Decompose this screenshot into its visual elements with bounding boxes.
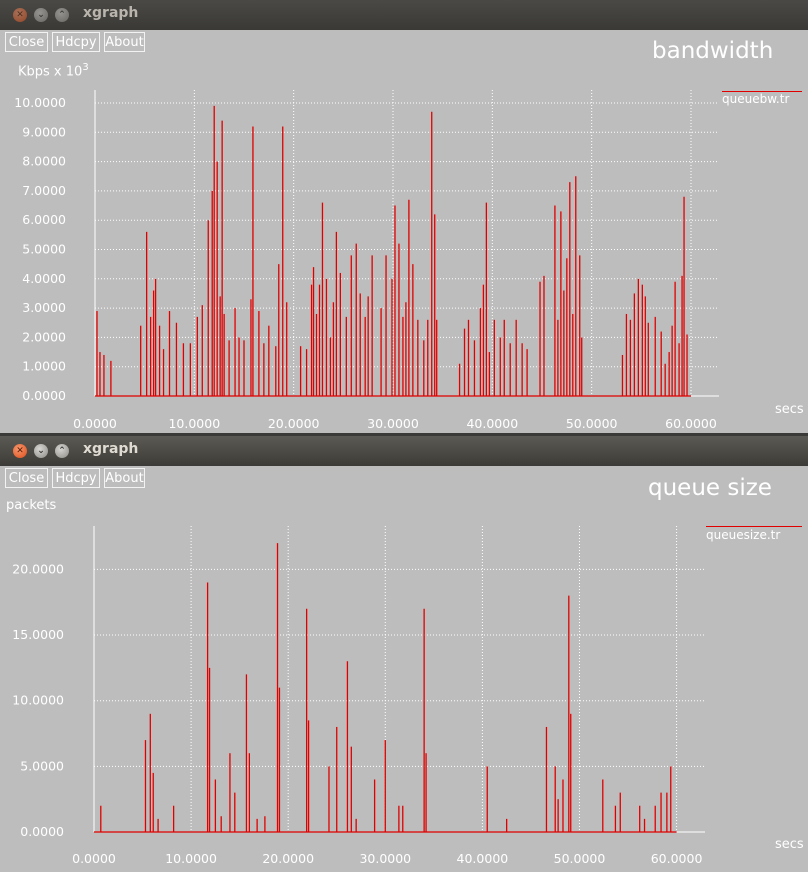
minimize-window-icon[interactable]: ⌄ xyxy=(34,444,48,458)
y-tick-label: 0.0000 xyxy=(22,388,66,403)
maximize-window-icon[interactable]: ⌃ xyxy=(55,444,69,458)
y-tick-label: 5.0000 xyxy=(22,242,66,257)
title-bar[interactable]: ✕ ⌄ ⌃ xgraph xyxy=(0,436,808,466)
xgraph-window-bandwidth: ✕ ⌄ ⌃ xgraph Close Hdcpy About bandwidth… xyxy=(0,0,808,433)
close-window-icon[interactable]: ✕ xyxy=(13,8,27,22)
y-tick-label: 9.0000 xyxy=(22,124,66,139)
x-axis-unit-label: secs xyxy=(775,402,804,417)
y-tick-label: 5.0000 xyxy=(20,758,64,773)
minimize-window-icon[interactable]: ⌄ xyxy=(34,8,48,22)
x-tick-label: 30.0000 xyxy=(367,416,419,431)
x-tick-label: 20.0000 xyxy=(262,851,314,866)
title-bar[interactable]: ✕ ⌄ ⌃ xgraph xyxy=(0,0,808,30)
y-axis-unit-label: packets xyxy=(6,498,57,513)
hdcpy-button[interactable]: Hdcpy xyxy=(52,32,100,52)
legend-line xyxy=(706,526,802,527)
y-unit-exponent: 3 xyxy=(82,62,89,73)
x-tick-label: 20.0000 xyxy=(268,416,320,431)
x-tick-label: 60.0000 xyxy=(665,416,717,431)
close-window-icon[interactable]: ✕ xyxy=(13,444,27,458)
x-tick-label: 60.0000 xyxy=(651,851,703,866)
about-button[interactable]: About xyxy=(104,468,145,488)
y-tick-label: 0.0000 xyxy=(20,824,64,839)
plot-title: bandwidth xyxy=(652,38,774,64)
x-tick-label: 50.0000 xyxy=(554,851,606,866)
x-tick-label: 0.0000 xyxy=(72,851,116,866)
window-title: xgraph xyxy=(83,441,139,457)
y-tick-label: 15.0000 xyxy=(12,627,64,642)
y-tick-label: 6.0000 xyxy=(22,212,66,227)
y-tick-label: 7.0000 xyxy=(22,183,66,198)
y-tick-label: 8.0000 xyxy=(22,154,66,169)
legend-line xyxy=(722,91,802,92)
maximize-window-icon[interactable]: ⌃ xyxy=(55,8,69,22)
y-unit-text: Kbps x 10 xyxy=(18,64,83,80)
close-button[interactable]: Close xyxy=(5,468,48,488)
window-title: xgraph xyxy=(83,5,139,21)
y-tick-label: 10.0000 xyxy=(12,693,64,708)
hdcpy-button[interactable]: Hdcpy xyxy=(52,468,100,488)
xgraph-window-queue-size: ✕ ⌄ ⌃ xgraph Close Hdcpy About queue siz… xyxy=(0,436,808,872)
x-tick-label: 10.0000 xyxy=(165,851,217,866)
y-tick-label: 4.0000 xyxy=(22,271,66,286)
y-tick-label: 3.0000 xyxy=(22,300,66,315)
plot-title: queue size xyxy=(648,475,772,501)
about-button[interactable]: About xyxy=(104,32,145,52)
x-tick-label: 40.0000 xyxy=(457,851,509,866)
y-tick-label: 1.0000 xyxy=(22,359,66,374)
close-button[interactable]: Close xyxy=(5,32,48,52)
y-axis-unit-label: Kbps x 103 xyxy=(18,62,89,79)
x-tick-label: 30.0000 xyxy=(359,851,411,866)
queue-size-chart: 0.0000 5.0000 10.0000 15.0000 20.0000 0.0000 1… xyxy=(12,526,705,866)
x-tick-label: 50.0000 xyxy=(566,416,618,431)
y-tick-label: 2.0000 xyxy=(22,329,66,344)
legend-label: queuebw.tr xyxy=(722,92,790,106)
legend-label: queuesize.tr xyxy=(706,528,781,542)
x-tick-label: 0.0000 xyxy=(73,416,117,431)
x-tick-label: 10.0000 xyxy=(168,416,220,431)
y-tick-label: 10.0000 xyxy=(14,95,66,110)
bandwidth-chart: 0.0000 1.0000 2.0000 3.0000 4.0000 5.0000 6.00… xyxy=(14,90,719,431)
x-tick-label: 40.0000 xyxy=(466,416,518,431)
x-axis-unit-label: secs xyxy=(775,837,804,852)
y-tick-label: 20.0000 xyxy=(12,561,64,576)
